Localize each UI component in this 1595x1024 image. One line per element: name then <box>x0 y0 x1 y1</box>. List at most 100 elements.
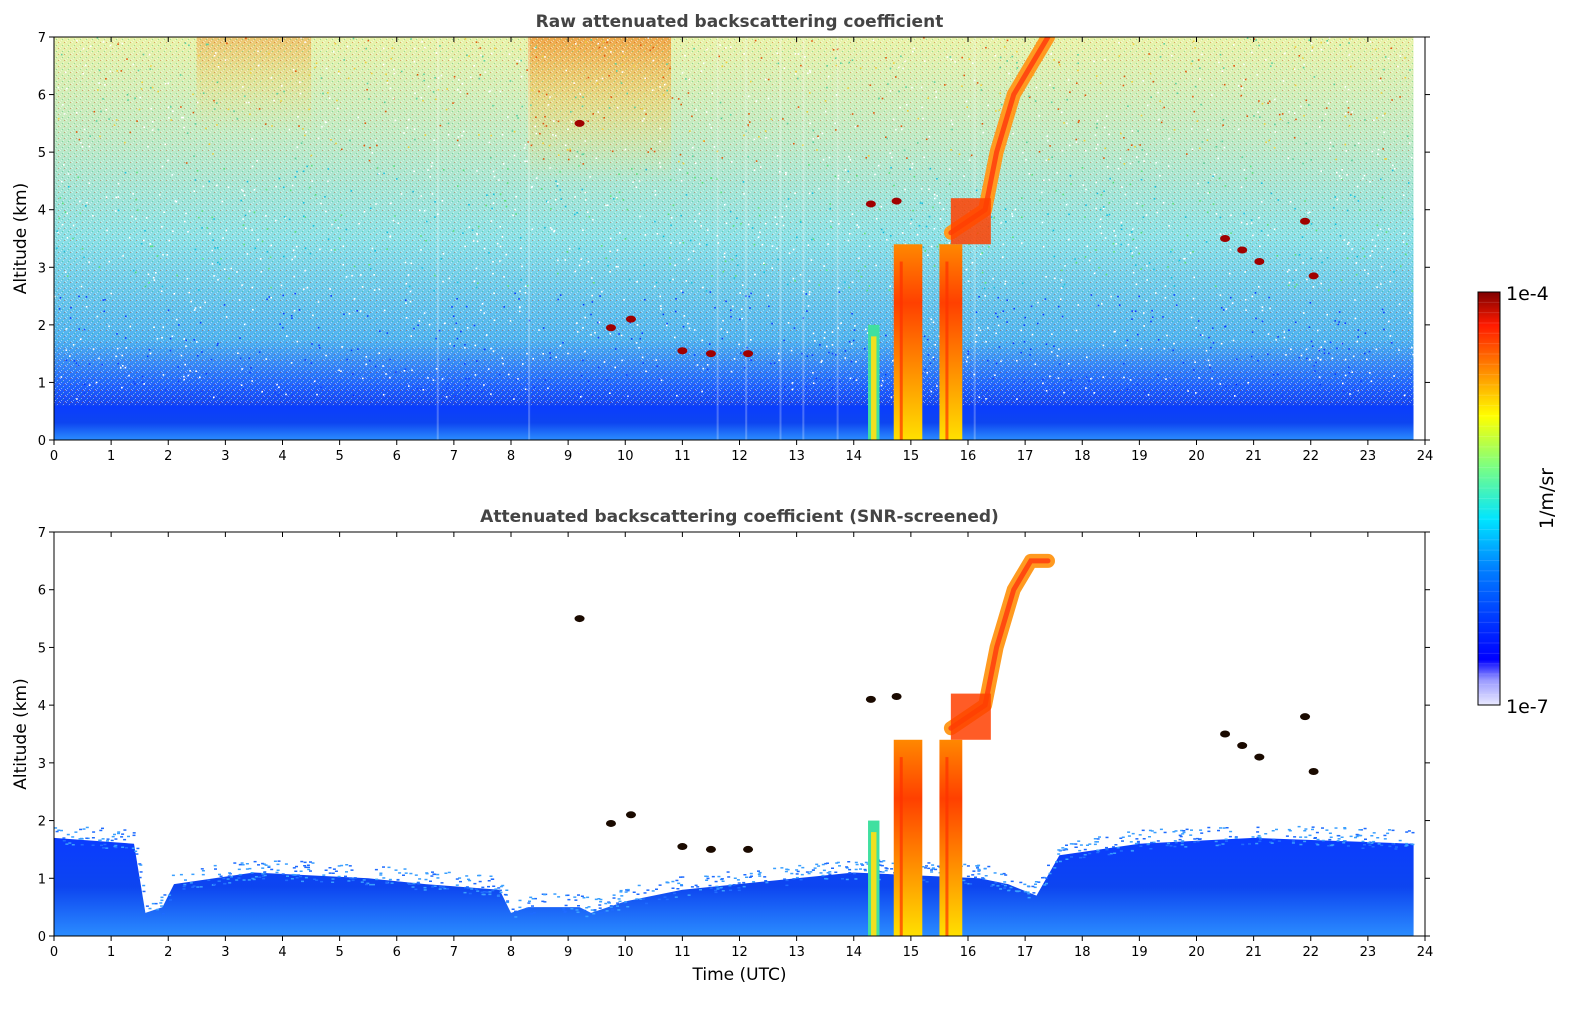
x-tick-label: 18 <box>1074 945 1091 960</box>
cloud-patch <box>1220 730 1231 738</box>
colorbar-frame <box>1477 291 1501 706</box>
y-tick-label: 7 <box>38 31 46 46</box>
x-tick-label: 4 <box>278 449 286 464</box>
y-axis-label: Altitude (km) <box>11 678 31 790</box>
colorbar-unit-label: 1/m/sr <box>1536 468 1558 529</box>
layer-base <box>950 198 991 245</box>
cloud-patch <box>1300 713 1311 721</box>
vertical-streak <box>802 37 805 440</box>
aerosol-column-streak <box>899 261 903 440</box>
vertical-streak <box>836 37 839 440</box>
x-tick-label: 21 <box>1245 449 1262 464</box>
y-tick-label: 6 <box>38 89 46 104</box>
y-tick-label: 2 <box>38 815 46 830</box>
x-tick-label: 19 <box>1131 449 1148 464</box>
layer-base <box>950 693 991 740</box>
cloud-patch <box>1308 272 1319 280</box>
chart-title: Raw attenuated backscattering coefficien… <box>536 12 944 32</box>
y-tick-label: 2 <box>38 319 46 334</box>
cloud-patch <box>705 845 716 853</box>
x-tick-label: 16 <box>960 945 977 960</box>
x-tick-label: 2 <box>164 449 172 464</box>
x-tick-label: 0 <box>50 945 58 960</box>
x-tick-label: 10 <box>617 945 634 960</box>
colorbar: 1e-4 1e-7 1/m/sr <box>1477 283 1558 718</box>
x-tick-label: 23 <box>1360 449 1377 464</box>
x-tick-label: 8 <box>507 449 515 464</box>
x-tick-label: 20 <box>1188 449 1205 464</box>
x-tick-label: 24 <box>1417 449 1434 464</box>
vertical-streak <box>716 37 719 440</box>
y-tick-label: 3 <box>38 261 46 276</box>
aerosol-column-core <box>871 832 877 936</box>
y-tick-label: 4 <box>38 204 46 219</box>
cloud-patch <box>677 843 688 851</box>
cloud-patch <box>677 347 688 355</box>
noise-texture <box>54 37 1414 440</box>
colorbar-min-label: 1e-7 <box>1506 696 1549 718</box>
aerosol-column-streak <box>945 757 949 936</box>
aerosol-column <box>893 244 923 440</box>
chart-panel-2: 0 1 2 3 4 5 6 7 8 9 10 11 12 13 14 15 16 17 18 19 20 21 22 23 24… <box>11 507 1433 985</box>
x-tick-label: 1 <box>107 945 115 960</box>
x-tick-label: 12 <box>731 945 748 960</box>
y-axis-label: Altitude (km) <box>11 183 31 295</box>
cloud-patch <box>605 324 616 332</box>
aerosol-column <box>939 244 963 440</box>
x-tick-label: 12 <box>731 449 748 464</box>
chart-panel-1: 0 1 2 3 4 5 6 7 8 9 10 11 12 13 14 15 16 17 18 19 20 21 22 23 24… <box>11 12 1433 464</box>
cloud-patch <box>1308 768 1319 776</box>
screened-boundary-layer <box>54 837 1414 936</box>
y-axis: 0 1 2 3 4 5 6 7 <box>38 526 1430 945</box>
y-tick-label: 5 <box>38 146 46 161</box>
cloud-patch <box>1254 258 1265 266</box>
aerosol-column-core <box>871 336 877 440</box>
x-tick-label: 5 <box>335 449 343 464</box>
y-tick-label: 1 <box>38 872 46 887</box>
cloud-patch <box>574 615 585 623</box>
x-tick-label: 22 <box>1302 945 1319 960</box>
cloud-patch <box>574 119 585 127</box>
x-tick-label: 2 <box>164 945 172 960</box>
cloud-patch <box>743 845 754 853</box>
cloud-patch <box>743 350 754 358</box>
x-tick-label: 17 <box>1017 945 1034 960</box>
aerosol-column-streak <box>945 261 949 440</box>
x-tick-label: 14 <box>845 449 862 464</box>
y-tick-label: 7 <box>38 526 46 541</box>
x-axis: 0 1 2 3 4 5 6 7 8 9 10 11 12 13 14 15 16 17 18 19 20 21 22 23 24 <box>50 532 1433 960</box>
x-tick-label: 17 <box>1017 449 1034 464</box>
x-tick-label: 22 <box>1302 449 1319 464</box>
x-tick-label: 8 <box>507 945 515 960</box>
aerosol-column <box>939 739 963 936</box>
x-tick-label: 11 <box>674 449 691 464</box>
y-tick-label: 0 <box>38 930 46 945</box>
plot-area <box>54 532 1425 936</box>
cloud-patch <box>891 197 902 205</box>
x-tick-label: 11 <box>674 945 691 960</box>
x-tick-label: 18 <box>1074 449 1091 464</box>
cloud-patch <box>1300 217 1311 225</box>
colorbar-gradient <box>1478 292 1500 705</box>
x-tick-label: 3 <box>221 449 229 464</box>
x-tick-label: 13 <box>788 449 805 464</box>
x-tick-label: 20 <box>1188 945 1205 960</box>
y-axis: 0 1 2 3 4 5 6 7 <box>38 31 1430 449</box>
x-tick-label: 10 <box>617 449 634 464</box>
y-tick-label: 0 <box>38 434 46 449</box>
vertical-streak <box>436 37 439 440</box>
x-axis-label: Time (UTC) <box>692 965 787 985</box>
x-tick-label: 3 <box>221 945 229 960</box>
x-tick-label: 4 <box>278 945 286 960</box>
cloud-patch <box>625 315 636 323</box>
x-tick-label: 9 <box>564 945 572 960</box>
vertical-streak <box>745 37 748 440</box>
vertical-streak <box>779 37 782 440</box>
cloud-patch <box>625 811 636 819</box>
x-tick-label: 15 <box>903 945 920 960</box>
cloud-patch <box>1254 753 1265 761</box>
x-tick-label: 24 <box>1417 945 1434 960</box>
cloud-patch <box>865 200 876 208</box>
x-tick-label: 14 <box>845 945 862 960</box>
x-tick-label: 19 <box>1131 945 1148 960</box>
